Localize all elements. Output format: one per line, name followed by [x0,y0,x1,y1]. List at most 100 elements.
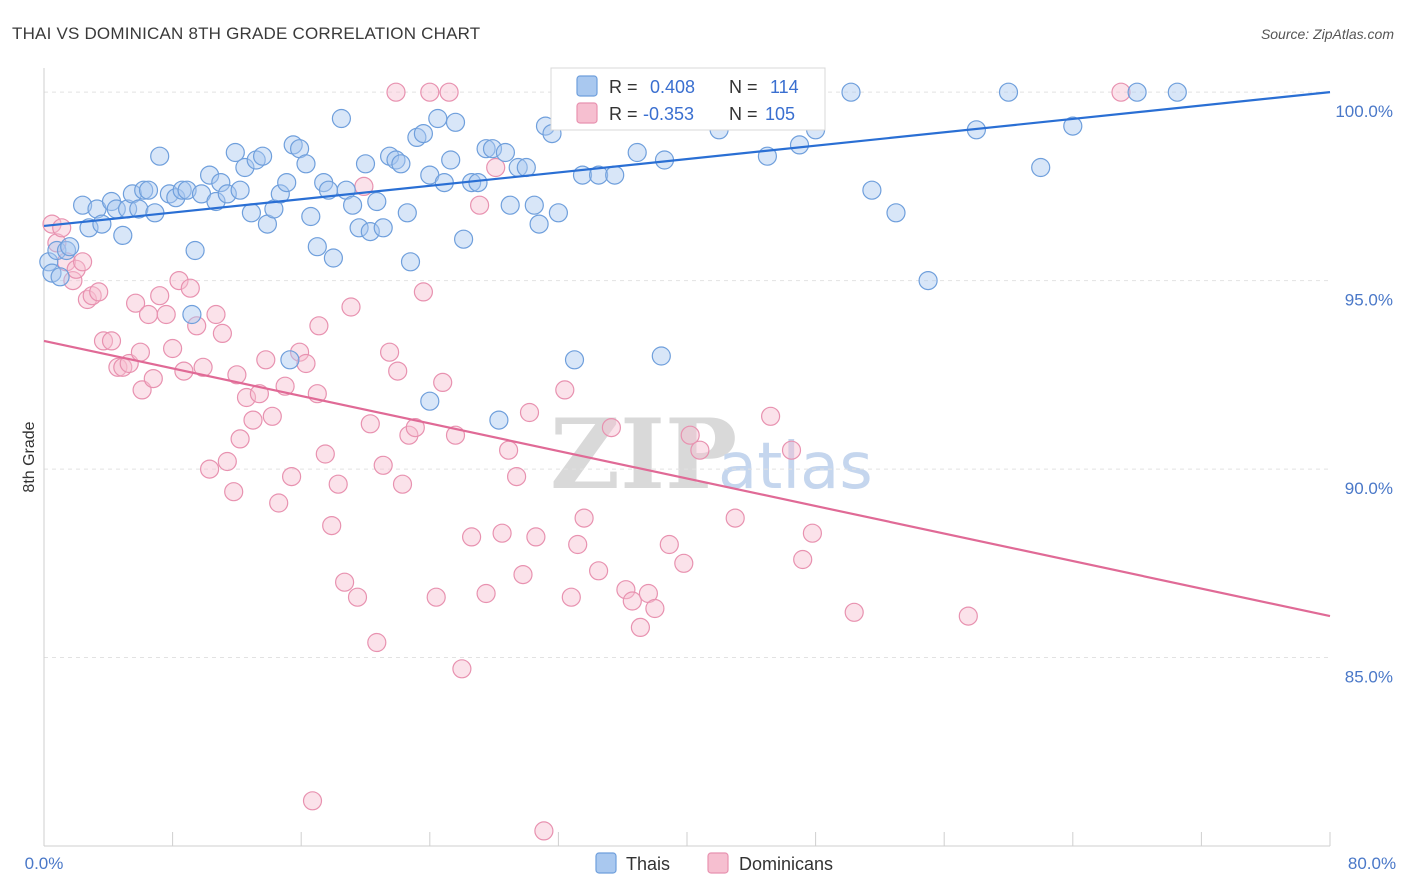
y-tick-label: 95.0% [1345,291,1393,310]
thais-point [605,165,625,185]
dominicans-series [42,82,1131,841]
dominicans-point [63,271,83,291]
dominicans-point [302,791,323,811]
thais-point [564,350,585,370]
dominicans-point [169,271,189,291]
thais-point [225,142,245,163]
dominicans-point [256,350,276,370]
thais-point [166,188,186,208]
thais-point [92,214,112,234]
stats-legend: R = 0.408 N = 114 R = -0.353 N = 105 [550,67,826,131]
y-tick-labels: 85.0% 90.0% 95.0% 100.0% [1335,102,1393,686]
dominicans-point [399,425,419,445]
dominicans-point [156,304,176,325]
bottom-legend: Thais Dominicans [595,852,833,874]
dominicans-point [568,534,588,555]
dominicans-point [347,587,368,607]
dominicans-point [101,331,122,351]
thais-point [253,146,273,166]
thais-point [529,214,549,234]
thais-point [651,346,671,366]
bottom-legend-thais-label: Thais [626,854,670,874]
thais-point [355,154,376,174]
y-tick-label: 90.0% [1345,479,1393,498]
thais-point [331,108,351,129]
thais-point [428,108,448,129]
thais-point [495,142,515,163]
thais-point [420,391,440,411]
thais-point [60,237,80,257]
y-tick-label: 85.0% [1345,668,1393,687]
dominicans-point [439,82,459,102]
dominicans-point [499,440,519,460]
thais-point [500,195,520,215]
thais-point [56,240,77,261]
dominicans-point [386,82,406,102]
thais-point [548,203,569,223]
thais-point [524,195,544,215]
dominicans-point [290,342,310,362]
dominicans-point [420,82,440,102]
dominicans-point [335,572,355,592]
dominicans-point [630,617,651,638]
y-tick-label: 100.0% [1335,102,1393,121]
thais-point [468,173,488,193]
dominicans-point [725,508,745,528]
dominicans-point [200,459,220,479]
thais-point [391,154,411,174]
trend-lines [43,91,1331,618]
thais-point [588,165,609,185]
dominicans-point [659,534,679,555]
dominicans-point [282,467,302,487]
dominicans-point [52,218,72,238]
dominicans-point [380,342,400,362]
dominicans-point [322,515,342,536]
dominicans-point [373,455,393,475]
thais-n-label: N = [729,77,758,97]
thais-point [1127,82,1147,102]
dominicans-point [470,195,490,215]
dominicans-point [690,440,710,460]
dominicans-point [262,406,282,426]
thais-point [206,191,226,212]
dominicans-point [341,297,361,317]
thais-point [1167,82,1187,102]
dominicans-point [126,293,146,313]
dominicans-point [645,598,665,619]
dominicans-point [760,406,781,426]
dominicans-point [269,493,289,513]
thais-point [150,146,170,166]
thais-point [277,173,297,193]
dominicans-point [476,583,496,604]
dominicans-point [574,508,594,528]
thais-point [454,229,474,249]
thais-point [182,304,202,325]
dominicans-r-label: R = [609,104,638,124]
thais-point [301,206,321,227]
dominicans-point [622,591,642,611]
thais-point [50,267,70,287]
thais-point [280,350,300,370]
thais-point [235,157,255,178]
dominicans-point [315,444,335,464]
dominicans-point [224,482,244,502]
thais-trend-line [43,91,1331,228]
thais-point [862,180,882,200]
dominicans-n-value: 105 [765,104,795,124]
dominicans-point [555,380,575,400]
watermark-zip: ZIP [550,398,737,511]
thais-point [373,218,393,238]
dominicans-point [309,316,329,336]
thais-point [39,252,59,272]
thais-point [1031,157,1051,178]
thais-point [185,240,205,261]
dominicans-point [413,282,433,302]
dominicans-point [793,549,813,570]
dominicans-point [802,523,823,543]
dominicans-point [492,523,512,543]
watermark-atlas: atlas [718,430,873,504]
dominicans-point [367,632,387,653]
dominicans-trend-line [43,339,1331,618]
thais-point [367,191,387,212]
